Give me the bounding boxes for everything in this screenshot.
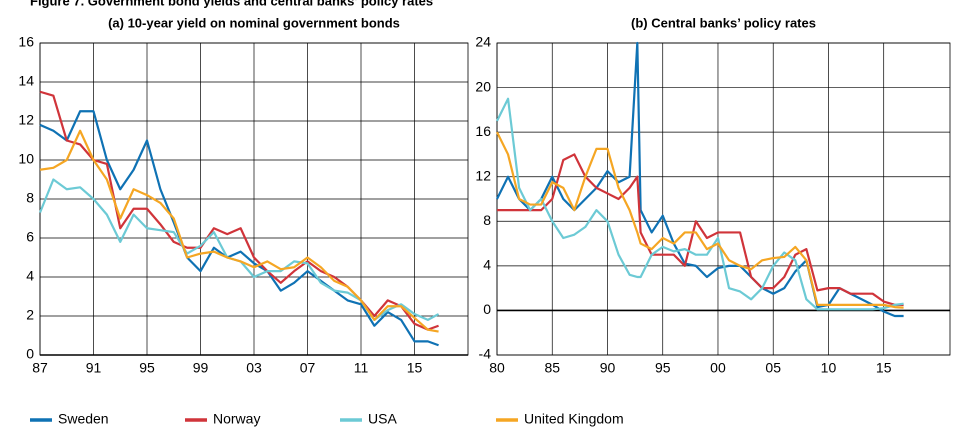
x-tick-label: 07: [300, 360, 316, 376]
x-tick-label: 95: [655, 360, 671, 376]
y-tick-label: 10: [18, 151, 34, 167]
series-line: [496, 131, 904, 309]
x-tick-label: 99: [193, 360, 209, 376]
y-tick-label: 4: [483, 257, 491, 273]
y-tick-label: 2: [26, 307, 34, 323]
y-tick-label: 20: [475, 78, 491, 94]
y-tick-label: 8: [26, 190, 34, 206]
y-tick-label: 12: [475, 167, 491, 183]
panel-title: (b) Central banks’ policy rates: [631, 15, 816, 30]
x-tick-label: 11: [354, 360, 369, 376]
series-line: [39, 110, 439, 347]
x-tick-label: 10: [821, 360, 837, 376]
y-tick-label: 0: [483, 301, 491, 317]
panel-title: (a) 10-year yield on nominal government …: [108, 15, 400, 30]
series-line: [497, 153, 904, 306]
y-tick-label: 4: [26, 268, 34, 284]
x-tick-label: 05: [765, 360, 781, 376]
y-tick-label: 16: [18, 34, 34, 50]
y-tick-label: 8: [483, 212, 491, 228]
x-tick-label: 91: [86, 360, 102, 376]
x-tick-label: 00: [710, 360, 726, 376]
x-tick-label: 03: [246, 360, 262, 376]
x-tick-label: 15: [876, 360, 892, 376]
figure-title: Figure 7. Government bond yields and cen…: [30, 0, 433, 8]
y-tick-label: 6: [26, 229, 34, 245]
y-tick-label: 24: [475, 34, 491, 50]
x-tick-label: 15: [407, 360, 423, 376]
x-tick-label: 80: [489, 360, 505, 376]
legend-label: Sweden: [58, 411, 109, 427]
y-tick-label: -4: [479, 346, 492, 362]
series-line: [496, 41, 904, 318]
y-tick-label: 14: [18, 73, 34, 89]
x-tick-label: 95: [139, 360, 155, 376]
y-tick-label: 0: [26, 346, 34, 362]
legend-label: Norway: [213, 411, 260, 427]
series-line: [39, 129, 439, 333]
series-line: [38, 178, 440, 321]
y-tick-label: 12: [18, 112, 34, 128]
series-line: [39, 90, 439, 331]
series-line: [496, 97, 904, 311]
legend-label: USA: [368, 411, 397, 427]
x-tick-label: 85: [544, 360, 560, 376]
x-tick-label: 87: [32, 360, 48, 376]
x-tick-label: 90: [600, 360, 616, 376]
y-tick-label: 16: [475, 123, 491, 139]
legend-label: United Kingdom: [524, 411, 624, 427]
